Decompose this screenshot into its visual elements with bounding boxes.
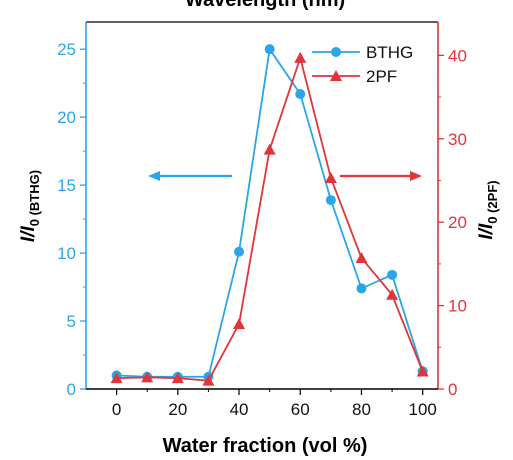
- point-bthg: [234, 246, 245, 257]
- left-y-axis: 0 5 10 15 20 25: [57, 22, 87, 399]
- legend-marker-2pf: [330, 70, 342, 81]
- point-bthg: [264, 44, 275, 55]
- cropped-title: Wavelength (nm): [185, 0, 345, 11]
- left-arrow-head: [148, 171, 160, 181]
- point-2pf: [171, 372, 184, 384]
- x-tick-label: 60: [291, 400, 310, 419]
- legend-marker-bthg: [331, 47, 341, 57]
- right-y-axis: 0 10 20 30 40: [437, 22, 467, 399]
- y-axis-title-text: I/I0 (BTHG): [18, 170, 42, 242]
- right-tick-label: 0: [448, 380, 457, 399]
- right-y-axis-label: I/I0 (2PF): [476, 180, 500, 239]
- left-tick-label: 25: [57, 40, 76, 59]
- right-tick-label: 20: [448, 213, 467, 232]
- series-line-2pf: [116, 54, 424, 382]
- y-axis-title-text: I/I0 (2PF): [476, 180, 500, 239]
- x-axis: 0 20 40 60 80 100: [86, 388, 438, 419]
- point-bthg: [387, 269, 398, 280]
- left-tick-label: 15: [57, 176, 76, 195]
- legend-label-bthg: BTHG: [366, 43, 413, 62]
- point-2pf: [263, 143, 276, 155]
- series-line-bthg: [116, 46, 424, 378]
- left-tick-label: 10: [57, 244, 76, 263]
- series-layer: [110, 44, 429, 386]
- point-2pf: [386, 288, 399, 300]
- legend: BTHG 2PF: [312, 43, 413, 86]
- point-2pf: [110, 372, 123, 384]
- point-2pf: [355, 252, 368, 264]
- left-y-axis-label: I/I0 (BTHG): [18, 170, 42, 242]
- axis-arrows: [148, 171, 422, 181]
- point-bthg: [356, 283, 367, 294]
- point-2pf: [233, 317, 246, 329]
- x-tick-label: 100: [409, 400, 437, 419]
- x-tick-label: 40: [230, 400, 249, 419]
- point-2pf: [202, 374, 215, 386]
- point-2pf: [141, 371, 154, 383]
- left-tick-label: 20: [57, 108, 76, 127]
- x-tick-label: 20: [168, 400, 187, 419]
- x-axis-label: Water fraction (vol %): [163, 435, 368, 457]
- x-tick-label: 0: [112, 400, 121, 419]
- x-tick-label: 80: [352, 400, 371, 419]
- right-tick-label: 40: [448, 46, 467, 65]
- point-2pf: [324, 171, 337, 183]
- right-arrow-head: [410, 171, 422, 181]
- right-tick-label: 10: [448, 297, 467, 316]
- left-tick-label: 5: [67, 312, 76, 331]
- left-tick-label: 0: [67, 380, 76, 399]
- right-tick-label: 30: [448, 130, 467, 149]
- point-2pf: [294, 51, 307, 63]
- point-bthg: [295, 89, 306, 100]
- point-2pf: [416, 365, 429, 377]
- point-bthg: [325, 195, 336, 206]
- legend-label-2pf: 2PF: [366, 67, 397, 86]
